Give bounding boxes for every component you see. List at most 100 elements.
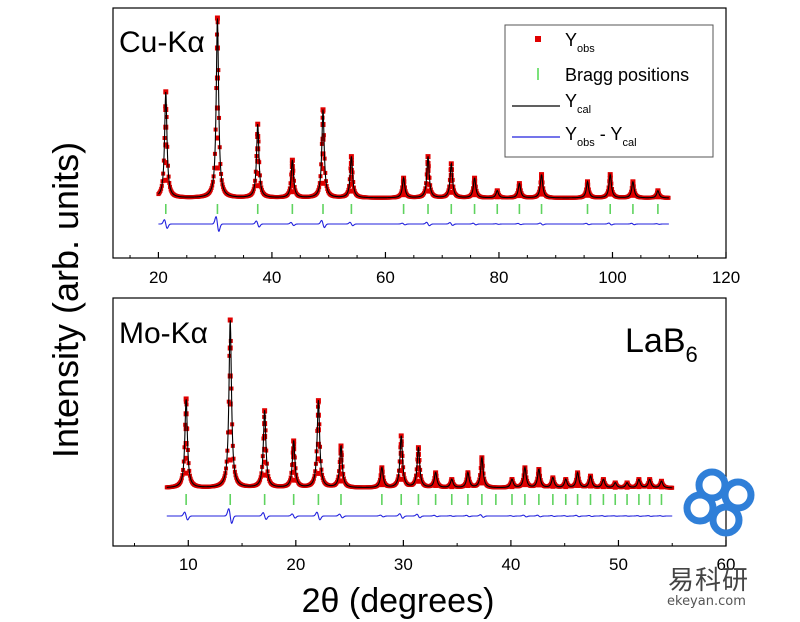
y-obs-point xyxy=(214,15,220,21)
y-obs-point xyxy=(338,478,344,484)
ekeyan-logo-icon xyxy=(683,468,755,537)
y-obs-point xyxy=(348,174,354,180)
y-obs-point xyxy=(338,471,344,477)
x-axis-label: 2θ (degrees) xyxy=(302,582,495,620)
y-obs-point xyxy=(183,426,189,432)
y-obs-point xyxy=(415,478,421,484)
y-obs-point xyxy=(636,484,642,490)
mo-ka-label: Mo-Kα xyxy=(119,317,208,350)
y-obs-point xyxy=(607,179,613,185)
y-obs-point xyxy=(607,176,613,181)
cu-ka-panel: Cu-Kα 20 40 60 80 100 120 Yobs Bragg position… xyxy=(112,7,740,287)
y-obs-point xyxy=(479,475,485,481)
x-tick-label: 60 xyxy=(376,268,395,287)
y-obs-point xyxy=(449,484,455,490)
y-obs-point xyxy=(550,483,556,489)
y-obs-point xyxy=(163,107,169,112)
y-obs-point xyxy=(227,317,233,323)
y-obs-point xyxy=(183,455,189,461)
y-obs-point xyxy=(379,472,385,478)
x-tick-label: 40 xyxy=(262,268,281,287)
y-obs-point xyxy=(320,166,326,172)
x-tick-label: 10 xyxy=(179,555,198,574)
y-obs-point xyxy=(448,184,454,190)
y-obs-point xyxy=(472,182,478,188)
y-obs-point xyxy=(448,172,454,178)
y-obs-point xyxy=(315,456,321,462)
y-obs-point xyxy=(607,187,613,193)
y-obs-point xyxy=(585,190,591,196)
y-obs-point xyxy=(348,167,354,173)
y-obs-point xyxy=(465,472,471,478)
y-obs-point xyxy=(379,478,385,484)
y-obs-point xyxy=(348,188,354,194)
y-obs-point xyxy=(227,345,233,351)
y-obs-point xyxy=(587,483,593,489)
y-obs-point xyxy=(415,472,421,478)
y-obs-point xyxy=(575,472,581,478)
y-obs-point xyxy=(522,472,528,478)
y-obs-point xyxy=(630,192,636,198)
y-obs-point xyxy=(415,458,421,464)
y-obs-point xyxy=(262,421,268,427)
y-obs-point xyxy=(539,187,545,193)
y-obs-point xyxy=(320,180,326,186)
y-obs-point xyxy=(607,191,613,197)
x-tick-label: 20 xyxy=(286,555,305,574)
y-obs-point xyxy=(539,179,545,185)
x-tick-label: 120 xyxy=(712,268,740,287)
y-obs-point xyxy=(291,446,297,452)
y-obs-point xyxy=(183,470,189,476)
y-obs-point xyxy=(647,484,653,490)
y-obs-point xyxy=(612,484,618,490)
y-obs-point xyxy=(398,442,404,448)
y-obs-point xyxy=(214,135,220,141)
y-obs-point xyxy=(214,75,220,81)
y-obs-point xyxy=(163,160,169,166)
y-obs-point xyxy=(227,429,233,435)
y-obs-point xyxy=(379,482,385,488)
y-obs-point xyxy=(183,411,189,417)
y-obs-point xyxy=(539,183,545,189)
y-obs-point xyxy=(585,192,591,198)
y-obs-point xyxy=(522,478,528,484)
y-obs-point xyxy=(214,45,220,51)
y-obs-point xyxy=(563,484,569,490)
y-obs-point xyxy=(401,192,407,198)
y-obs-point xyxy=(522,482,528,488)
y-obs-point xyxy=(338,464,344,470)
y-obs-point xyxy=(630,190,636,196)
y-obs-point xyxy=(315,470,321,476)
y-obs-point xyxy=(600,484,606,490)
y-obs-point xyxy=(214,105,220,111)
legend-bragg: Bragg positions xyxy=(565,65,689,85)
y-obs-point xyxy=(255,183,261,189)
y-obs-point xyxy=(425,161,431,166)
y-obs-point xyxy=(575,480,581,486)
x-tick-label: 30 xyxy=(394,555,413,574)
y-obs-point xyxy=(472,179,478,184)
y-obs-point xyxy=(291,454,297,460)
y-obs-point xyxy=(338,457,344,463)
x-tick-label: 60 xyxy=(717,555,736,574)
y-obs-point xyxy=(433,472,439,478)
y-obs-point xyxy=(255,158,261,164)
x-tick-label: 50 xyxy=(609,555,628,574)
y-obs-point xyxy=(163,124,169,130)
cu-ka-label: Cu-Kα xyxy=(119,26,205,59)
y-axis-label: Intensity (arb. units) xyxy=(45,142,86,458)
y-obs-point xyxy=(315,427,321,433)
y-obs-point xyxy=(320,136,326,142)
y-obs-point xyxy=(433,482,439,488)
y-obs-point xyxy=(585,187,591,193)
legend-yobs: Yobs xyxy=(565,30,595,55)
y-obs-point xyxy=(465,475,471,481)
mo-ka-panel: Mo-Kα LaB6 10 20 30 40 50 60 xyxy=(112,297,736,574)
y-obs-point xyxy=(425,181,431,187)
y-obs-point xyxy=(379,468,385,474)
diff-line xyxy=(158,215,669,232)
y-obs-point xyxy=(227,401,233,407)
y-obs-point xyxy=(227,457,233,463)
legend-yobs-marker xyxy=(535,36,541,42)
